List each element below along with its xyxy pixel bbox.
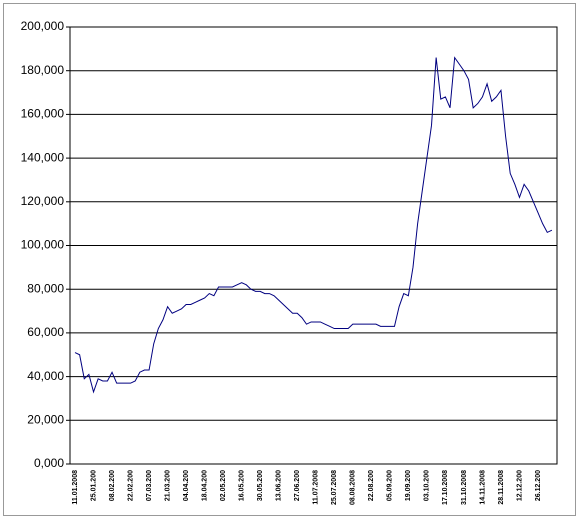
y-tick-label: 120,000 xyxy=(21,194,65,208)
x-tick-label: 13.06.200 xyxy=(276,470,283,501)
x-tick-label: 21.03.200 xyxy=(164,470,171,501)
x-tick-label: 25.07.2008 xyxy=(331,470,338,505)
x-tick-label: 31.10.2008 xyxy=(461,470,468,505)
y-tick-label: 140,000 xyxy=(21,150,65,164)
x-tick-label: 08.02.200 xyxy=(109,470,116,501)
x-tick-label: 22.02.200 xyxy=(127,470,134,501)
x-tick-label: 04.04.200 xyxy=(183,470,190,501)
y-tick-label: 60,000 xyxy=(27,325,64,339)
x-tick-label: 27.06.200 xyxy=(294,470,301,501)
x-tick-label: 11.07.2008 xyxy=(313,470,320,505)
x-tick-label: 03.10.200 xyxy=(424,470,431,501)
y-tick-label: 200,000 xyxy=(21,19,65,33)
data-line xyxy=(74,56,553,394)
x-tick-label: 12.12.200 xyxy=(516,470,523,501)
y-tick-label: 0,000 xyxy=(34,456,64,470)
x-tick-label: 17.10.2008 xyxy=(442,470,449,505)
x-tick-label: 05.09.200 xyxy=(387,470,394,501)
x-tick-label: 08.08.2008 xyxy=(350,470,357,505)
x-tick-label: 02.05.200 xyxy=(220,470,227,501)
x-tick-label: 28.11.2008 xyxy=(498,470,505,505)
y-tick-label: 160,000 xyxy=(21,107,65,121)
x-tick-label: 11.01.2008 xyxy=(72,470,79,505)
x-tick-label: 19.09.200 xyxy=(405,470,412,501)
x-tick-label: 22.08.200 xyxy=(368,470,375,501)
x-tick-label: 07.03.200 xyxy=(146,470,153,501)
y-tick-label: 180,000 xyxy=(21,63,65,77)
y-tick-label: 100,000 xyxy=(21,238,65,252)
x-tick-label: 25.01.200 xyxy=(90,470,97,501)
x-tick-label: 18.04.200 xyxy=(201,470,208,501)
y-tick-label: 40,000 xyxy=(27,369,64,383)
x-tick-label: 16.05.200 xyxy=(239,470,246,501)
y-tick-label: 20,000 xyxy=(27,412,64,426)
x-tick-label: 26.12.200 xyxy=(535,470,542,501)
y-tick-label: 80,000 xyxy=(27,281,64,295)
x-tick-label: 30.05.200 xyxy=(257,470,264,501)
x-tick-label: 14.11.2008 xyxy=(479,470,486,505)
